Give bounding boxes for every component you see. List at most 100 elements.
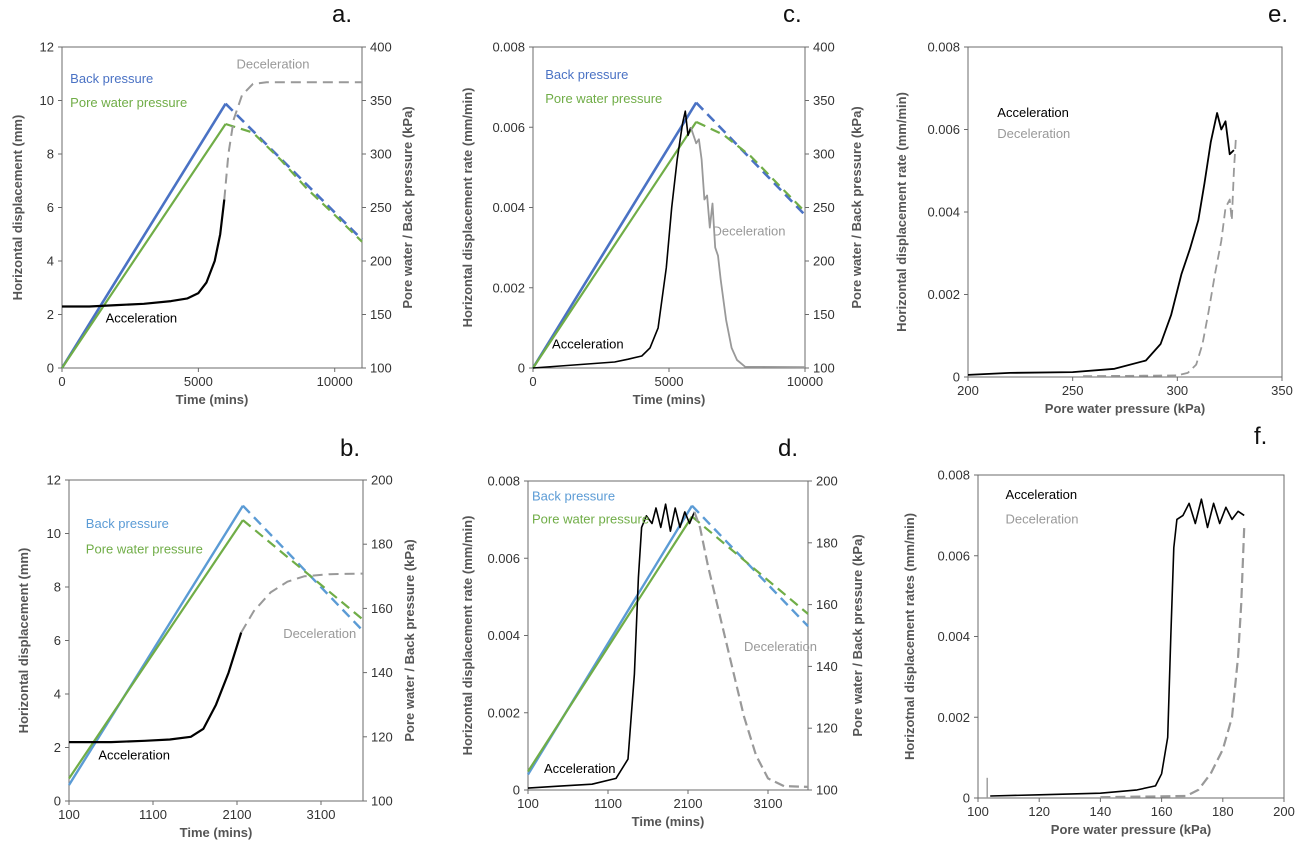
y-tick-label: 0.004 [492, 200, 525, 215]
annotation-label: Acceleration [544, 761, 616, 776]
x-tick-label: 2100 [223, 807, 252, 822]
series-line [695, 101, 806, 216]
x-tick-label: 100 [517, 796, 539, 811]
y2-tick-label: 120 [816, 721, 838, 736]
x-tick-label: 140 [1090, 804, 1112, 819]
y2-axis-title: Pore water / Back pressure (kPa) [849, 106, 864, 308]
x-tick-label: 3100 [754, 796, 783, 811]
annotation-label: Back pressure [86, 516, 169, 531]
annotation-label: Pore water pressure [532, 511, 649, 526]
panel-letter: e. [1268, 1, 1288, 28]
x-tick-label: 350 [1271, 383, 1293, 398]
y-tick-label: 0.008 [927, 40, 960, 55]
y-tick-label: 0.002 [937, 710, 970, 725]
annotation-label: Pore water pressure [545, 91, 662, 106]
y-tick-label: 0 [513, 783, 520, 798]
x-tick-label: 100 [58, 807, 80, 822]
x-axis-title: Time (mins) [180, 825, 253, 840]
y-tick-label: 0.008 [937, 468, 970, 483]
chart-panel-f: f. 100 120 140 160 180 200 0 0.002 0.004 0.006 0.00… [902, 423, 1295, 837]
x-tick-label: 2100 [674, 796, 703, 811]
y2-tick-label: 200 [813, 254, 835, 269]
series-line [240, 572, 364, 634]
series-line [223, 81, 362, 200]
y2-tick-label: 250 [370, 200, 392, 215]
y-tick-label: 0.006 [487, 551, 520, 566]
y2-tick-label: 180 [371, 537, 393, 552]
annotation-label: Deceleration [713, 224, 786, 239]
y-axis-title: Horizontal displacement (mm) [16, 548, 31, 734]
y-tick-label: 0.008 [492, 40, 525, 55]
annotation-label: Deceleration [1006, 511, 1079, 526]
y2-tick-label: 400 [370, 40, 392, 55]
x-tick-label: 1100 [594, 796, 622, 811]
panel-letter: a. [332, 1, 352, 28]
annotation-label: Pore water pressure [70, 95, 187, 110]
panel-letter: c. [783, 1, 802, 28]
annotation-label: Deceleration [744, 639, 817, 654]
y2-tick-label: 160 [816, 597, 838, 612]
y-tick-label: 0.006 [927, 122, 960, 137]
y2-tick-label: 100 [371, 794, 393, 809]
series-line [531, 101, 698, 369]
annotation-label: Deceleration [237, 56, 310, 71]
x-tick-label: 100 [967, 804, 989, 819]
y2-tick-label: 100 [816, 783, 838, 798]
series-line [68, 519, 244, 780]
y2-tick-label: 200 [816, 474, 838, 489]
chart-panel-e: e. 200 250 300 350 0 0.002 0.004 0.006 0.008 Pore … [894, 1, 1293, 416]
y2-tick-label: 120 [371, 729, 393, 744]
x-tick-label: 5000 [655, 374, 684, 389]
x-tick-label: 200 [1273, 804, 1295, 819]
y-tick-label: 2 [47, 307, 54, 322]
y-tick-label: 8 [47, 147, 54, 162]
y-tick-label: 8 [54, 580, 61, 595]
y2-tick-label: 200 [371, 473, 393, 488]
series-line [69, 632, 243, 744]
x-tick-label: 180 [1212, 804, 1234, 819]
x-axis-title: Time (mins) [633, 392, 706, 407]
y-tick-label: 6 [47, 200, 54, 215]
plot-frame [967, 46, 1283, 378]
annotation-label: Back pressure [545, 67, 628, 82]
x-tick-label: 1100 [139, 807, 167, 822]
annotation-label: Acceleration [106, 311, 178, 326]
y-tick-label: 0.004 [927, 205, 960, 220]
series-line [60, 103, 227, 369]
y-tick-label: 10 [40, 93, 54, 108]
y-axis-title: Horizontal displacement (mm) [10, 115, 25, 301]
series-line [691, 504, 809, 628]
x-tick-label: 5000 [184, 374, 213, 389]
y2-tick-label: 140 [816, 659, 838, 674]
annotation-label: Acceleration [997, 105, 1069, 120]
y-tick-label: 0.002 [927, 287, 960, 302]
y2-tick-label: 400 [813, 40, 835, 55]
series-line [532, 110, 692, 369]
panel-letter: f. [1254, 423, 1267, 450]
y-tick-label: 12 [40, 40, 54, 55]
y2-tick-label: 100 [370, 361, 392, 376]
y-tick-label: 10 [47, 526, 61, 541]
annotation-label: Pore water pressure [86, 542, 203, 557]
x-tick-label: 10000 [317, 374, 353, 389]
series-line [693, 511, 809, 788]
y-tick-label: 0.004 [487, 628, 520, 643]
x-axis-title: Pore water pressure (kPa) [1051, 822, 1211, 837]
y-tick-label: 0 [54, 794, 61, 809]
y-tick-label: 0.002 [492, 280, 525, 295]
series-line [67, 505, 244, 786]
y2-tick-label: 150 [370, 307, 392, 322]
y-axis-title: Horizontal displacement rate (mm/min) [460, 516, 475, 756]
x-tick-label: 200 [957, 383, 979, 398]
panel-letter: b. [340, 435, 360, 462]
annotation-label: Acceleration [98, 748, 170, 763]
y-tick-label: 0.002 [487, 705, 520, 720]
series-line [224, 102, 363, 241]
annotation-label: Acceleration [552, 337, 624, 352]
x-tick-label: 3100 [307, 807, 336, 822]
y2-axis-title: Pore water / Back pressure (kPa) [400, 106, 415, 308]
chart-panel-a: a. 0 5000 10000 0 2 4 6 8 10 12 100 150 200 250 300 350 4… [10, 1, 415, 407]
x-tick-label: 120 [1028, 804, 1050, 819]
